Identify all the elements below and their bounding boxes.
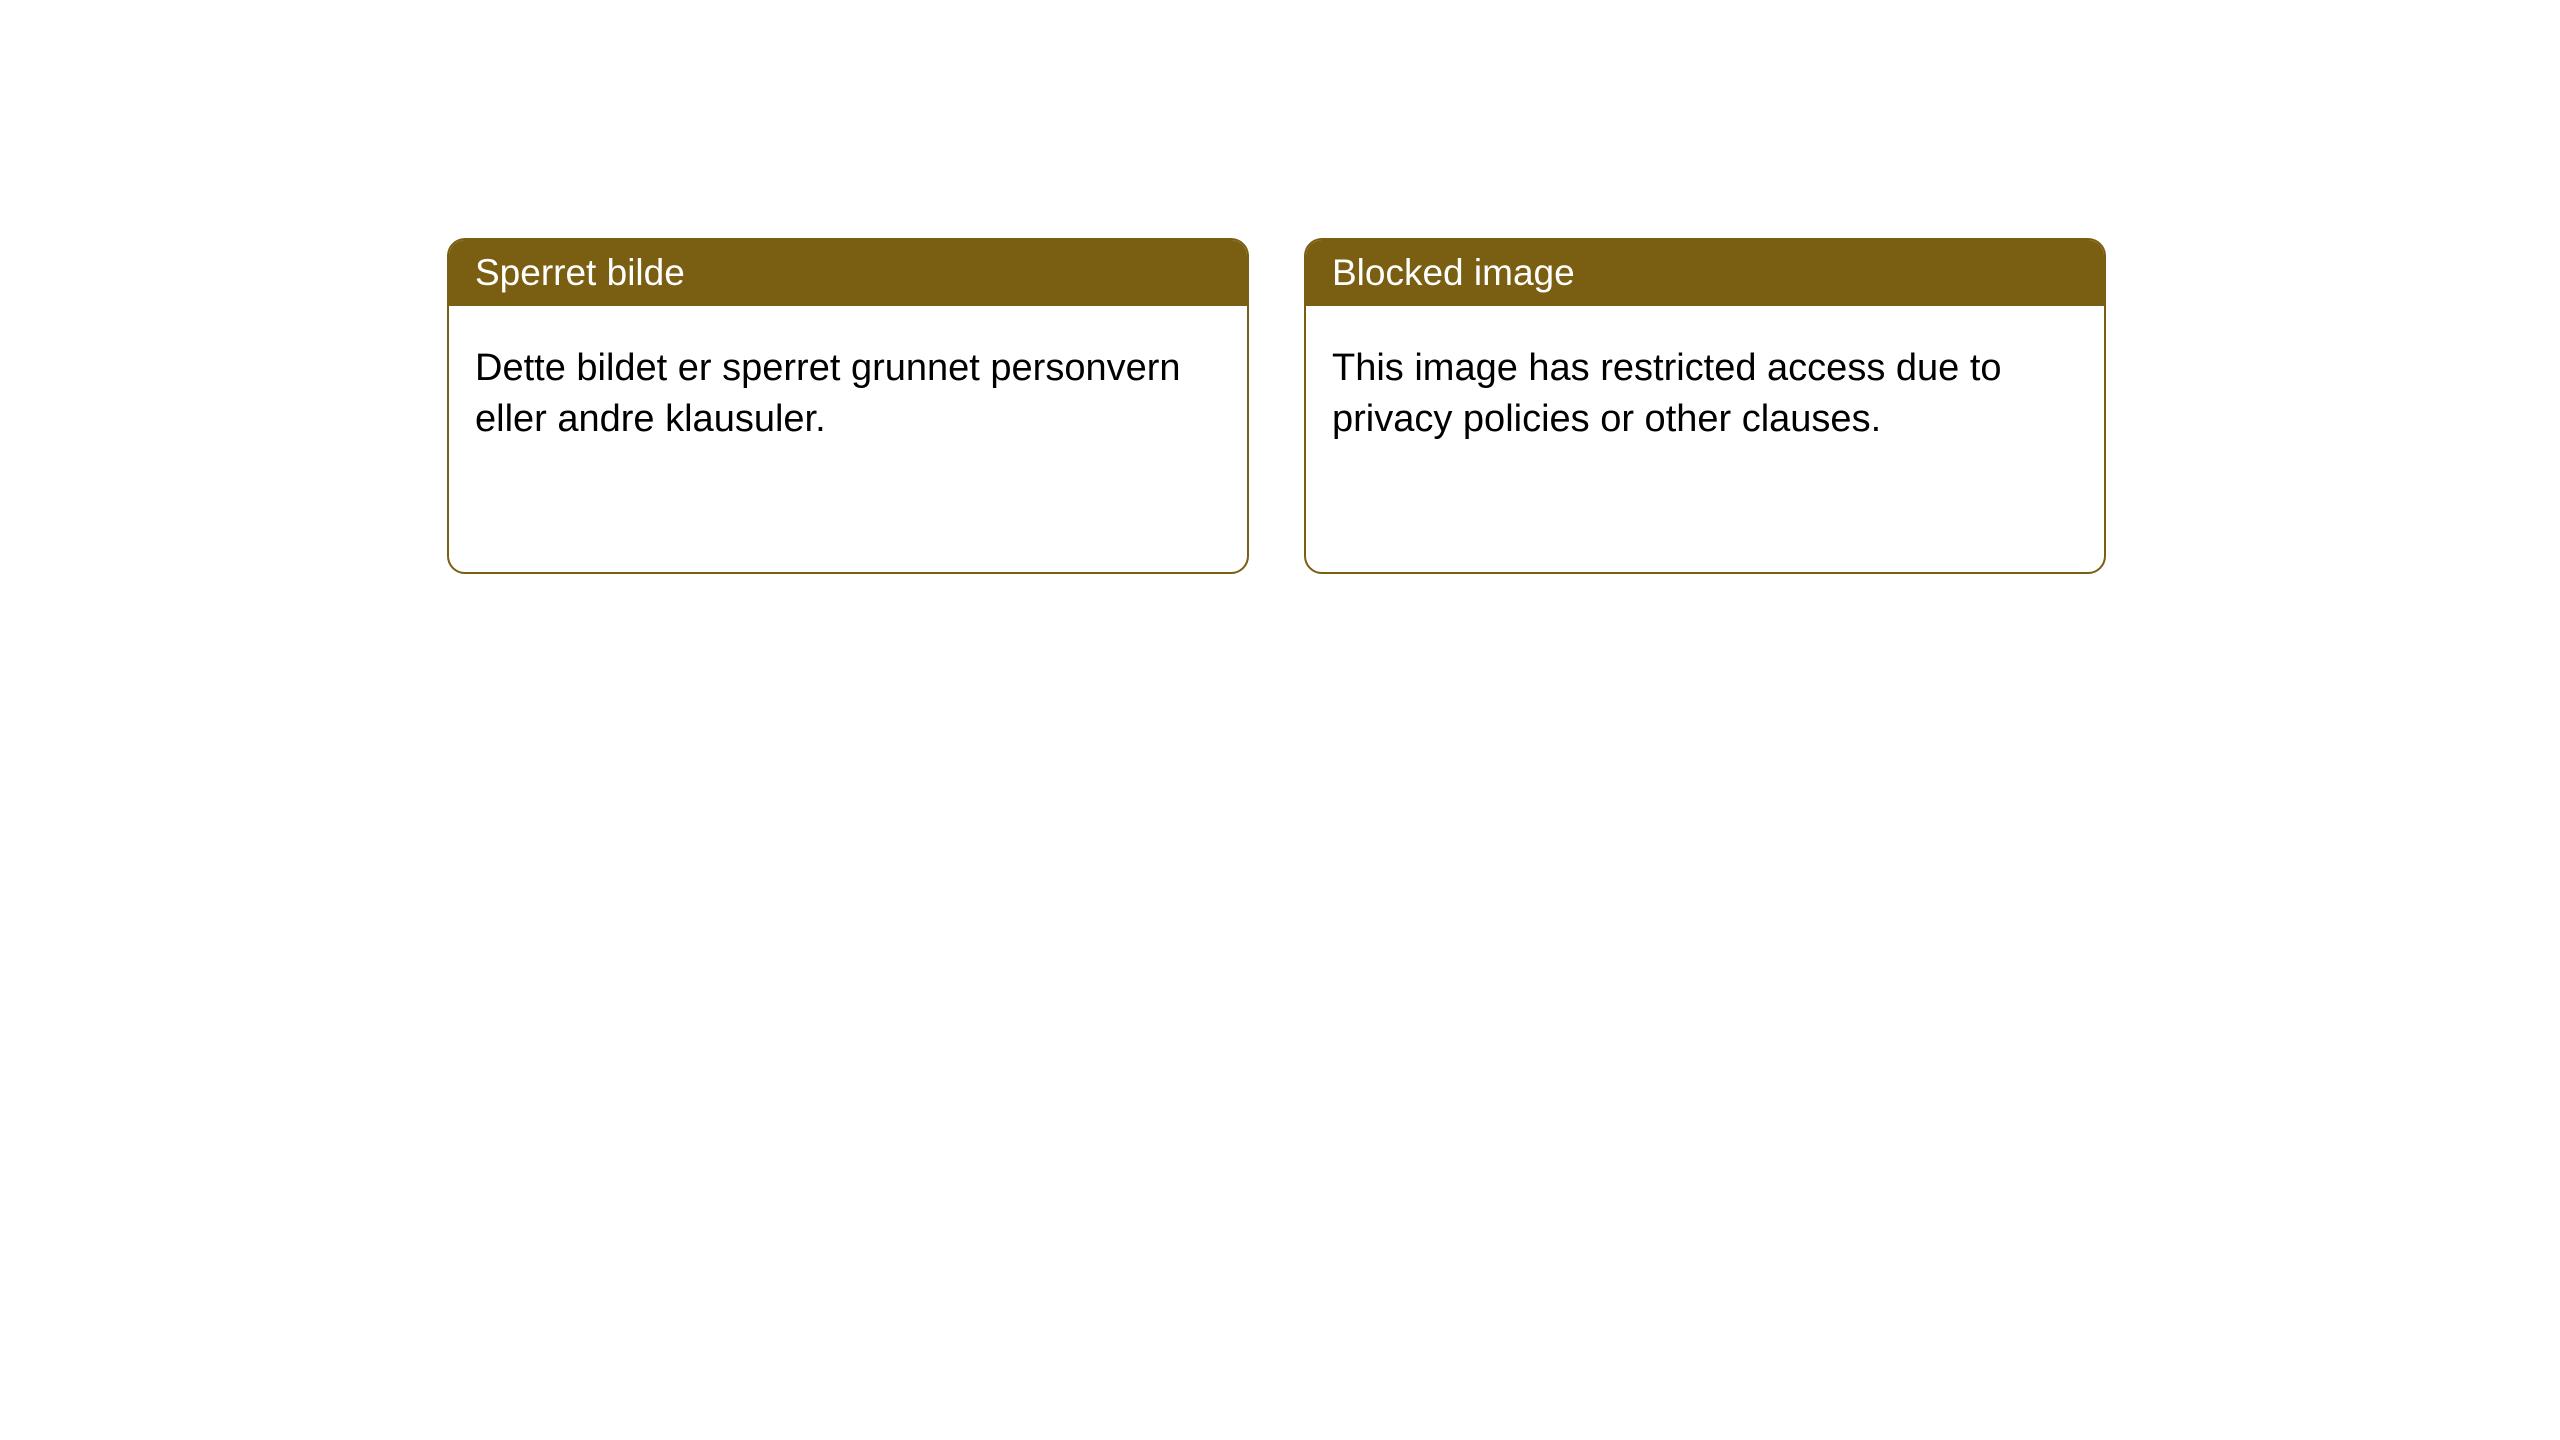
notice-container: Sperret bilde Dette bildet er sperret gr… (447, 238, 2106, 574)
notice-card-english: Blocked image This image has restricted … (1304, 238, 2106, 574)
card-header: Blocked image (1306, 240, 2104, 306)
card-body: This image has restricted access due to … (1306, 306, 2104, 483)
card-body-text: Dette bildet er sperret grunnet personve… (475, 347, 1181, 440)
card-header: Sperret bilde (449, 240, 1247, 306)
card-body-text: This image has restricted access due to … (1332, 347, 2002, 440)
card-title: Blocked image (1332, 252, 1575, 293)
card-title: Sperret bilde (475, 252, 685, 293)
card-body: Dette bildet er sperret grunnet personve… (449, 306, 1247, 483)
notice-card-norwegian: Sperret bilde Dette bildet er sperret gr… (447, 238, 1249, 574)
